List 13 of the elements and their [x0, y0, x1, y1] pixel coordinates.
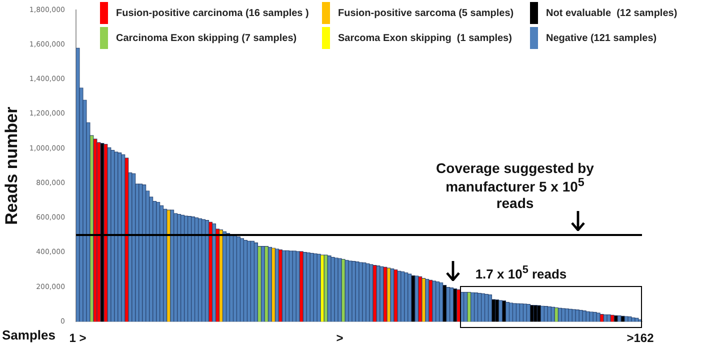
x-tick-label: > [336, 331, 344, 346]
legend-label: Sarcoma Exon skipping (1 samples) [338, 32, 512, 44]
x-axis-title: Samples [2, 327, 56, 342]
text: Coverage suggested by manufacturer 5 x 10$^{5}$ reads [436, 160, 594, 211]
legend-label: Carcinoma Exon skipping (7 samples) [116, 32, 297, 44]
legend-label: Fusion-positive carcinoma (16 samples ) [116, 8, 309, 18]
legend-label: Fusion-positive sarcoma (5 samples) [338, 8, 514, 18]
legend-label: Not evaluable (12 samples) [546, 8, 678, 18]
x-tick-label: >162 [626, 331, 654, 346]
annotation: 1.7 x 10$^{5}$ reads [474, 264, 568, 282]
x-tick-label: 1 > [69, 331, 86, 346]
legend-label: Negative (121 samples) [546, 32, 657, 44]
y-axis-title: Reads number [2, 106, 21, 225]
